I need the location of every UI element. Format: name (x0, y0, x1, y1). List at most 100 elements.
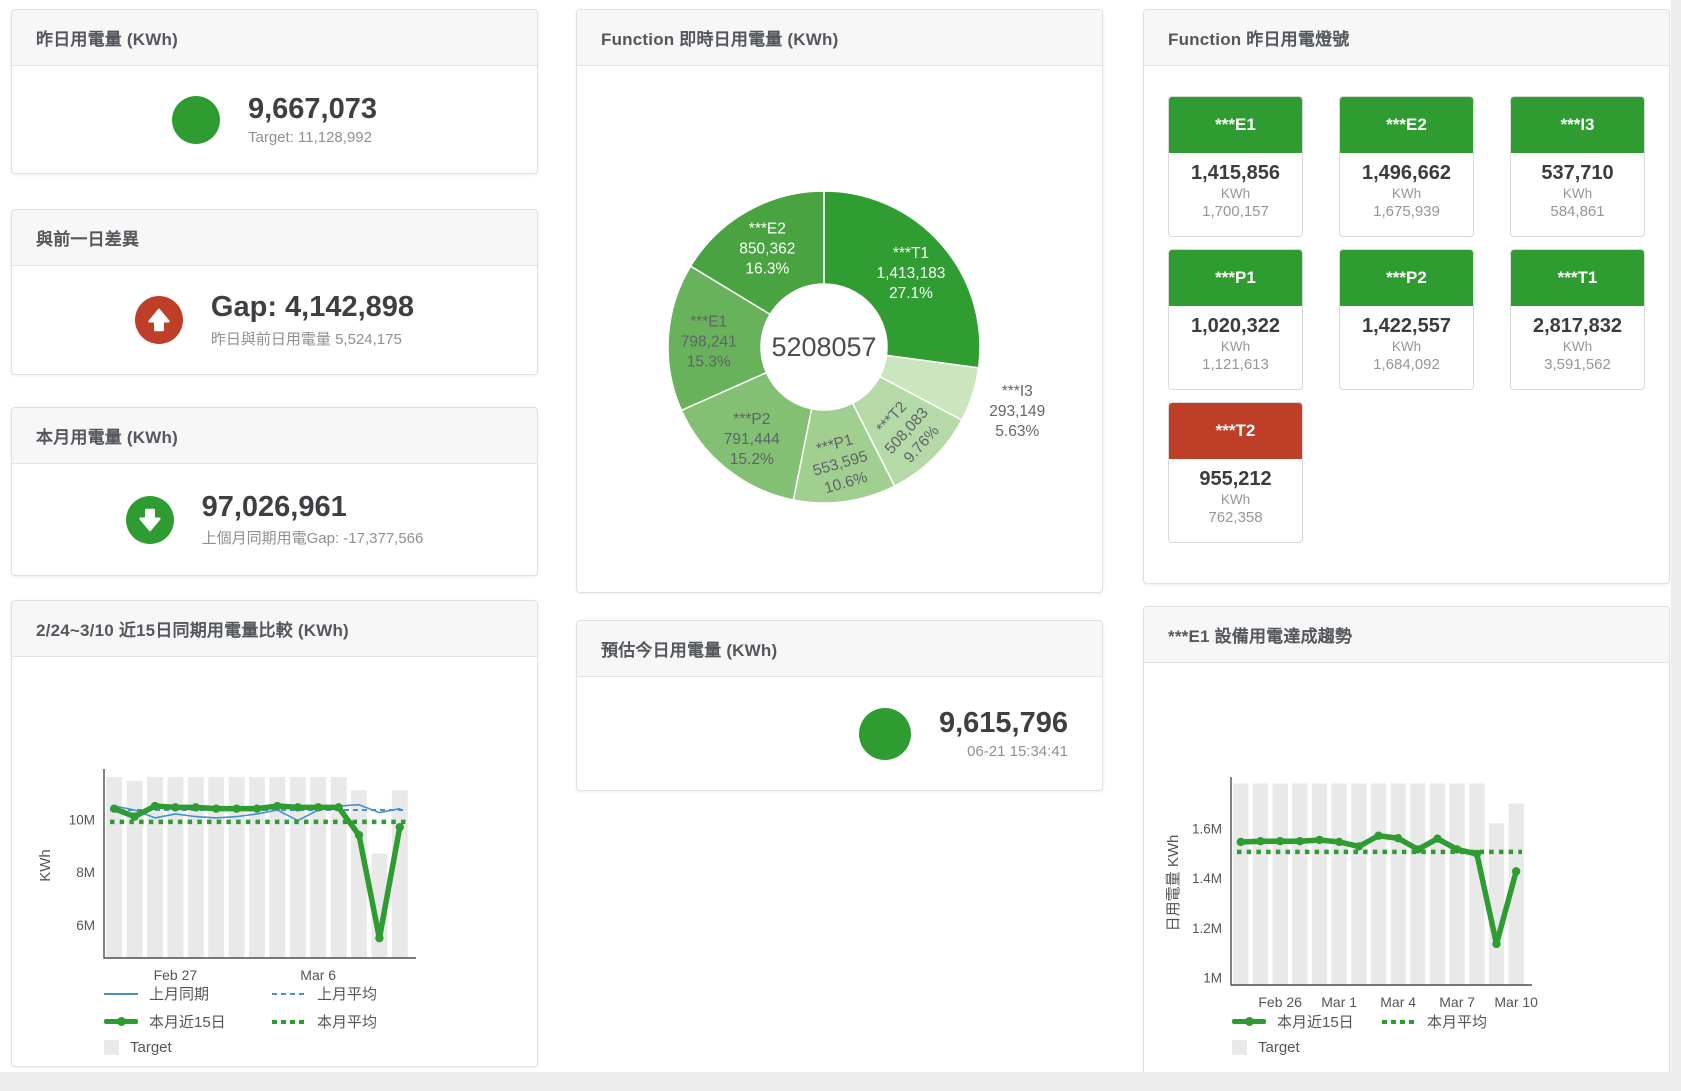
light-tile-T2[interactable]: ***T2 955,212 KWh 762,358 (1168, 402, 1303, 543)
svg-text:8M: 8M (76, 865, 95, 880)
light-tile-I3[interactable]: ***I3 537,710 KWh 584,861 (1510, 96, 1645, 237)
tile-usage-value: 1,496,662 (1362, 162, 1451, 184)
card-estimate-today: 預估今日用電量 (KWh) 9,615,796 06-21 15:34:41 (576, 620, 1103, 791)
red-up-arrow-icon (134, 296, 183, 344)
horizontal-scrollbar-track[interactable] (0, 1072, 1681, 1091)
yesterday-usage-target: Target: 11,128,992 (247, 129, 372, 147)
svg-text:Mar 10: Mar 10 (1494, 994, 1538, 1010)
svg-text:KWh: KWh (37, 849, 54, 882)
legend-item-dash-line[interactable]: 上月平均 (272, 983, 377, 1004)
tile-usage-value: 1,422,557 (1362, 315, 1451, 337)
card-day-gap-title: 與前一日差異 (12, 210, 537, 266)
estimate-value: 9,615,796 (938, 706, 1068, 739)
thin-line-legend-icon (104, 992, 138, 995)
dot-line-legend-icon (1382, 1019, 1416, 1024)
tile-usage-value: 955,212 (1199, 468, 1272, 490)
legend-item-dot-line[interactable]: 本月平均 (272, 1011, 377, 1032)
tile-target-value: 1,700,157 (1202, 203, 1269, 220)
light-tile-E1[interactable]: ***E1 1,415,856 KWh 1,700,157 (1168, 96, 1303, 237)
donut-label-P2: ***P2 791,444 15.2% (724, 411, 780, 468)
card-yesterday-title: 昨日用電量 (KWh) (12, 10, 537, 66)
estimate-timestamp: 06-21 15:34:41 (967, 743, 1068, 761)
tile-name-badge: ***E2 (1340, 97, 1473, 153)
tile-unit-label: KWh (1562, 186, 1593, 201)
svg-text:Mar 4: Mar 4 (1380, 994, 1416, 1010)
card-compare-title: 2/24~3/10 近15日同期用電量比較 (KWh) (12, 601, 537, 657)
legend-item-thick-line[interactable]: 本月近15日 (104, 1011, 272, 1032)
card-yesterday-body: 9,667,073 Target: 11,128,992 (12, 66, 537, 173)
compare-line-chart: 6M 8M 10M Feb 27 Mar 6 KWh (37, 769, 416, 983)
light-tile-P1[interactable]: ***P1 1,020,322 KWh 1,121,613 (1168, 249, 1303, 390)
card-lights: Function 昨日用電燈號 ***E1 1,415,856 KWh 1,700,1… (1143, 9, 1670, 584)
thick-line-legend-icon (1232, 1017, 1266, 1026)
donut-slice-E2 (689, 190, 825, 316)
card-realtime-pie-title: Function 即時日用電量 (KWh) (577, 10, 1102, 66)
tile-usage-value: 1,020,322 (1191, 315, 1280, 337)
donut-label-E2: ***E2 850,362 16.3% (739, 220, 795, 277)
tile-name-badge: ***T2 (1169, 403, 1302, 459)
light-tile-E2[interactable]: ***E2 1,496,662 KWh 1,675,939 (1339, 96, 1474, 237)
dot-line-legend-icon (272, 1019, 306, 1024)
card-month-usage: 本月用電量 (KWh) 97,026,961 上個月同期用電Gap: -17,3… (11, 407, 538, 576)
card-yesterday-usage: 昨日用電量 (KWh) 9,667,073 Target: 11,128,992 (11, 9, 538, 174)
green-status-circle-icon (171, 95, 220, 144)
tile-usage-value: 1,415,856 (1191, 162, 1280, 184)
tile-name-badge: ***P1 (1169, 250, 1302, 306)
tile-name-badge: ***I3 (1511, 97, 1644, 153)
svg-text:1M: 1M (1203, 971, 1222, 986)
card-trend-title: ***E1 設備用電達成趨勢 (1144, 607, 1669, 663)
tile-unit-label: KWh (1220, 339, 1251, 354)
donut-slice-P2 (680, 371, 813, 501)
day-gap-subtitle: 昨日與前日用電量 5,524,175 (210, 330, 402, 348)
tile-target-value: 3,591,562 (1544, 356, 1611, 373)
donut-label-I3: ***I3 293,149 5.63% (989, 383, 1045, 440)
square-legend-icon (1232, 1040, 1247, 1055)
legend-label: 本月平均 (317, 1014, 378, 1031)
svg-text:日用電量 KWh: 日用電量 KWh (1165, 835, 1182, 932)
green-status-circle-icon (858, 707, 911, 760)
svg-text:6M: 6M (76, 918, 95, 933)
tile-target-value: 1,675,939 (1373, 203, 1440, 220)
legend-item-thick-line[interactable]: 本月近15日 (1232, 1011, 1382, 1032)
trend-chart-legend: 本月近15日 本月平均 Target (1232, 1011, 1487, 1056)
tile-unit-label: KWh (1562, 339, 1593, 354)
svg-text:1.2M: 1.2M (1192, 921, 1222, 936)
legend-label: Target (1258, 1039, 1300, 1056)
legend-label: 上月同期 (149, 986, 210, 1003)
legend-item-dot-line[interactable]: 本月平均 (1382, 1011, 1487, 1032)
tile-target-value: 1,121,613 (1202, 356, 1269, 373)
light-tile-P2[interactable]: ***P2 1,422,557 KWh 1,684,092 (1339, 249, 1474, 390)
tile-unit-label: KWh (1391, 339, 1422, 354)
square-legend-icon (104, 1040, 119, 1055)
svg-text:10M: 10M (69, 812, 95, 827)
green-down-arrow-icon (125, 495, 174, 544)
card-lights-title: Function 昨日用電燈號 (1144, 10, 1669, 66)
tile-unit-label: KWh (1391, 186, 1422, 201)
donut-slice-T1 (823, 190, 981, 369)
legend-label: 本月平均 (1427, 1014, 1488, 1031)
tile-unit-label: KWh (1220, 492, 1251, 507)
vertical-scrollbar-track[interactable] (1671, 0, 1681, 1091)
card-estimate-body: 9,615,796 06-21 15:34:41 (577, 677, 1102, 790)
tile-name-badge: ***E1 (1169, 97, 1302, 153)
thick-line-legend-icon (104, 1017, 138, 1026)
legend-item-thin-line[interactable]: 上月同期 (104, 983, 272, 1004)
svg-text:1.6M: 1.6M (1192, 821, 1222, 836)
donut-label-T1: ***T1 1,413,183 27.1% (876, 245, 945, 302)
svg-text:Feb 27: Feb 27 (154, 967, 198, 983)
card-day-gap-body: Gap: 4,142,898 昨日與前日用電量 5,524,175 (12, 266, 537, 374)
card-trend-chart: ***E1 設備用電達成趨勢 1M 1.2M 1.4M 1.6M Feb 26 Mar 1… (1143, 606, 1670, 1077)
legend-item-square[interactable]: Target (1232, 1039, 1382, 1056)
day-gap-value: Gap: 4,142,898 (210, 291, 415, 324)
svg-text:Mar 7: Mar 7 (1439, 994, 1475, 1010)
tile-usage-value: 537,710 (1541, 162, 1614, 184)
lights-tile-grid: ***E1 1,415,856 KWh 1,700,157 ***E2 1,496,662… (1144, 66, 1669, 583)
donut-slice-E1 (667, 265, 772, 412)
legend-label: Target (130, 1039, 172, 1056)
tile-target-value: 584,861 (1550, 203, 1605, 220)
light-tile-T1[interactable]: ***T1 2,817,832 KWh 3,591,562 (1510, 249, 1645, 390)
legend-label: 本月近15日 (149, 1014, 226, 1031)
compare-chart-legend: 上月同期 上月平均本月近15日 本月平均 Target (104, 983, 377, 1056)
legend-item-square[interactable]: Target (104, 1039, 272, 1056)
card-compare-chart: 2/24~3/10 近15日同期用電量比較 (KWh) 6M 8M 10M Feb 2… (11, 600, 538, 1067)
